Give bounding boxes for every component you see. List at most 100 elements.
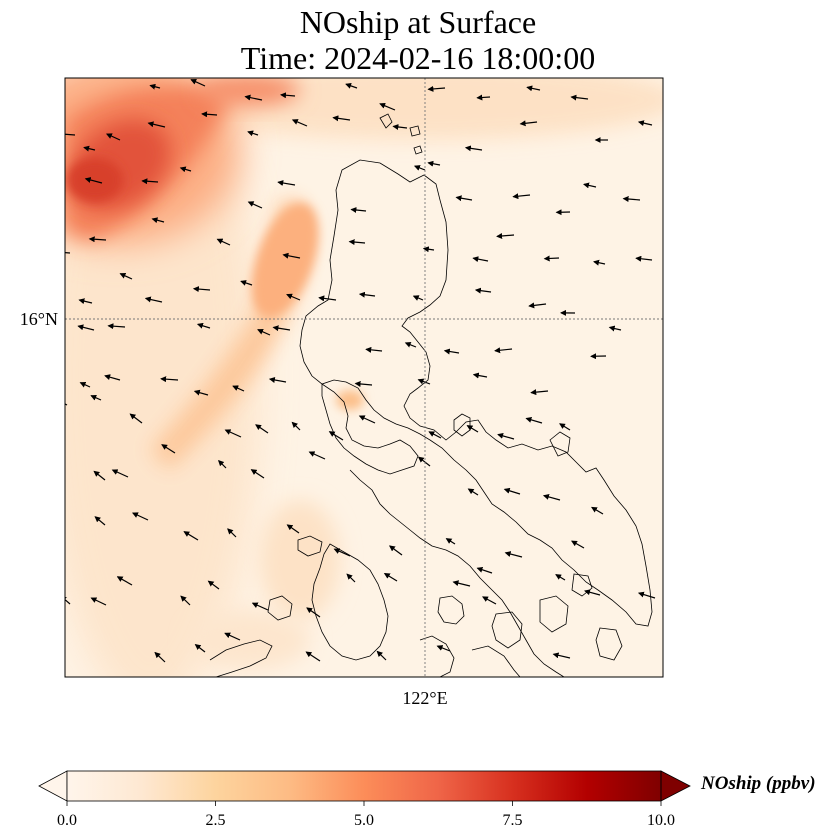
wind-arrow (161, 444, 176, 454)
coastline-palawan-north (209, 639, 273, 677)
wind-arrow (151, 217, 165, 224)
coastline-busuanga (267, 595, 293, 621)
coastline-north-island-3 (413, 145, 423, 155)
wind-arrow (119, 273, 133, 280)
wind-arrow (94, 516, 106, 526)
wind-arrow (428, 431, 442, 439)
wind-arrow (160, 376, 179, 383)
concentration-field (65, 78, 663, 677)
wind-arrow (622, 196, 641, 203)
wind-arrow (472, 372, 488, 379)
wind-arrow (472, 256, 489, 263)
colorbar-extend-max (660, 770, 691, 802)
colorbar-extend-min (38, 770, 68, 802)
wind-arrow (277, 180, 296, 186)
wind-arrow (417, 456, 431, 467)
wind-arrow (282, 252, 301, 259)
wind-arrow (247, 201, 263, 209)
wind-arrow (350, 207, 367, 213)
wind-arrow (482, 596, 497, 605)
wind-arrow (512, 193, 531, 200)
wind-arrow (358, 415, 376, 424)
wind-arrow (404, 341, 417, 348)
wind-arrow (192, 286, 211, 293)
wind-arrow (318, 295, 337, 302)
coastline-luzon (299, 159, 653, 627)
wind-arrow (348, 239, 366, 246)
wind-arrow (474, 287, 492, 294)
wind-arrow (584, 589, 601, 596)
coastline-mindoro (311, 543, 389, 661)
wind-arrow (93, 470, 106, 481)
wind-arrow (65, 252, 71, 254)
wind-arrow (443, 348, 460, 355)
wind-arrow (445, 538, 456, 545)
coastline-north-island-2 (409, 125, 421, 137)
wind-arrow (77, 324, 95, 331)
wind-arrow (201, 111, 218, 118)
wind-arrow (280, 92, 296, 99)
wind-arrow (131, 512, 149, 521)
wind-arrow (494, 347, 513, 354)
wind-arrow (559, 423, 571, 431)
wind-arrow (376, 650, 387, 661)
wind-arrow (635, 255, 653, 262)
wind-arrow (392, 124, 408, 130)
wind-arrow (476, 566, 493, 574)
colorbar-tick-label: 10.0 (647, 812, 675, 829)
wind-arrow (519, 120, 538, 127)
wind-arrow (365, 346, 383, 353)
wind-arrow (345, 83, 358, 89)
colorbar-tick-label: 7.5 (503, 812, 523, 829)
wind-arrow (354, 380, 373, 387)
wind-arrow (455, 195, 473, 202)
wind-arrow (466, 425, 479, 433)
wind-arrow (250, 469, 265, 479)
coastline-island-2 (539, 595, 569, 633)
wind-arrow (593, 259, 606, 266)
wind-arrow (436, 645, 451, 652)
wind-arrow (144, 296, 163, 303)
wind-arrow (196, 322, 211, 329)
title-line-1: NOship at Surface (299, 4, 537, 40)
wind-arrow (503, 487, 521, 495)
wind-arrow (308, 451, 326, 460)
wind-arrow (526, 85, 541, 92)
wind-arrow (257, 328, 271, 336)
wind-arrow (193, 389, 209, 396)
wind-arrow (247, 130, 259, 137)
wind-arrow (224, 429, 242, 438)
wind-arrow (346, 573, 356, 583)
wind-arrow (194, 643, 206, 653)
wind-arrow (190, 79, 206, 87)
wind-arrow (379, 102, 396, 111)
wind-arrow (291, 119, 308, 127)
wind-arrow (147, 121, 166, 128)
wind-arrow (78, 298, 93, 305)
wind-arrow (207, 580, 220, 590)
wind-arrow (107, 323, 126, 330)
wind-arrow (570, 94, 589, 101)
wind-arrow (286, 524, 300, 534)
wind-arrow (305, 651, 321, 662)
wind-arrow (255, 424, 269, 434)
lon-tick-label: 122°E (402, 688, 447, 708)
wind-arrow (116, 576, 133, 586)
wind-arrow (216, 238, 231, 246)
wind-arrow (84, 177, 103, 184)
coastline-batangas (349, 469, 565, 677)
wind-arrow (496, 232, 515, 239)
wind-arrow (530, 389, 549, 396)
wind-arrow (637, 120, 653, 127)
wind-arrow (452, 580, 471, 587)
wind-arrow (65, 133, 76, 136)
wind-arrow (417, 378, 431, 385)
wind-arrow (90, 597, 107, 606)
wind-arrow (412, 295, 424, 301)
colorbar-tick-label: 2.5 (206, 812, 226, 829)
wind-arrow (227, 528, 237, 538)
coastline-lubang (297, 535, 323, 557)
wind-arrow (244, 94, 263, 101)
wind-arrow (268, 377, 287, 383)
